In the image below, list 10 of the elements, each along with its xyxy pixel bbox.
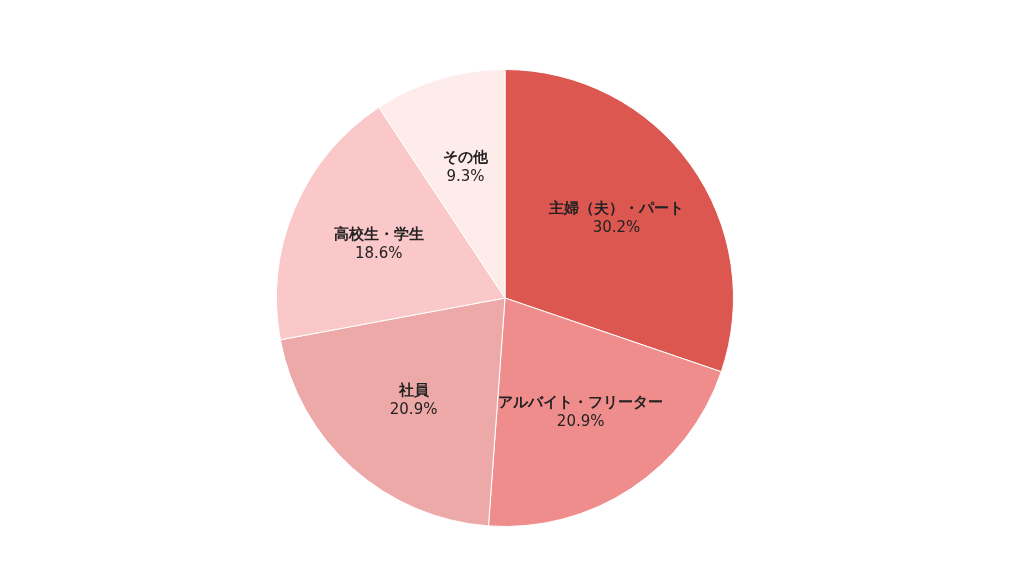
data-label: 9.3% [446,166,485,185]
data-label: 18.6% [354,244,403,263]
slice-label: アルバイト・フリーター [498,393,664,412]
slice-label: 高校生・学生 [333,225,424,244]
slice-label: その他 [442,147,489,166]
slice-label: 主婦（夫）・パート [548,199,684,218]
data-label: 20.9% [389,400,438,419]
data-label: 20.9% [556,412,605,431]
slice-label: 社員 [397,381,430,400]
data-label: 30.2% [592,218,641,237]
